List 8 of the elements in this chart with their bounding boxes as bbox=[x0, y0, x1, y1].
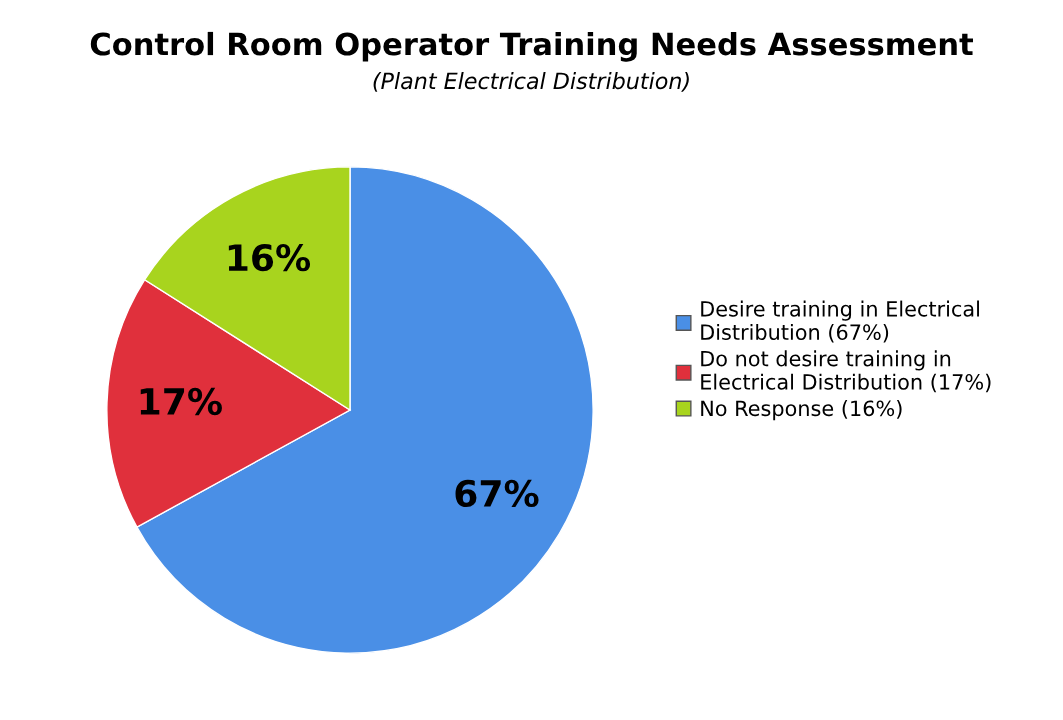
data-label: 67% bbox=[455, 479, 539, 508]
chart-title: Control Room Operator Training Needs Assessment bbox=[90, 31, 973, 62]
legend-label: Do not desire training in Electrical Distribution (17%) bbox=[701, 350, 991, 393]
chart-subtitle: (Plant Electrical Distribution) bbox=[373, 72, 689, 92]
legend-label: Desire training in Electrical Distribution (67%) bbox=[701, 300, 979, 343]
data-label: 16% bbox=[228, 244, 311, 272]
data-label: 17% bbox=[140, 387, 222, 416]
legend-label: No Response (16%) bbox=[701, 400, 902, 421]
